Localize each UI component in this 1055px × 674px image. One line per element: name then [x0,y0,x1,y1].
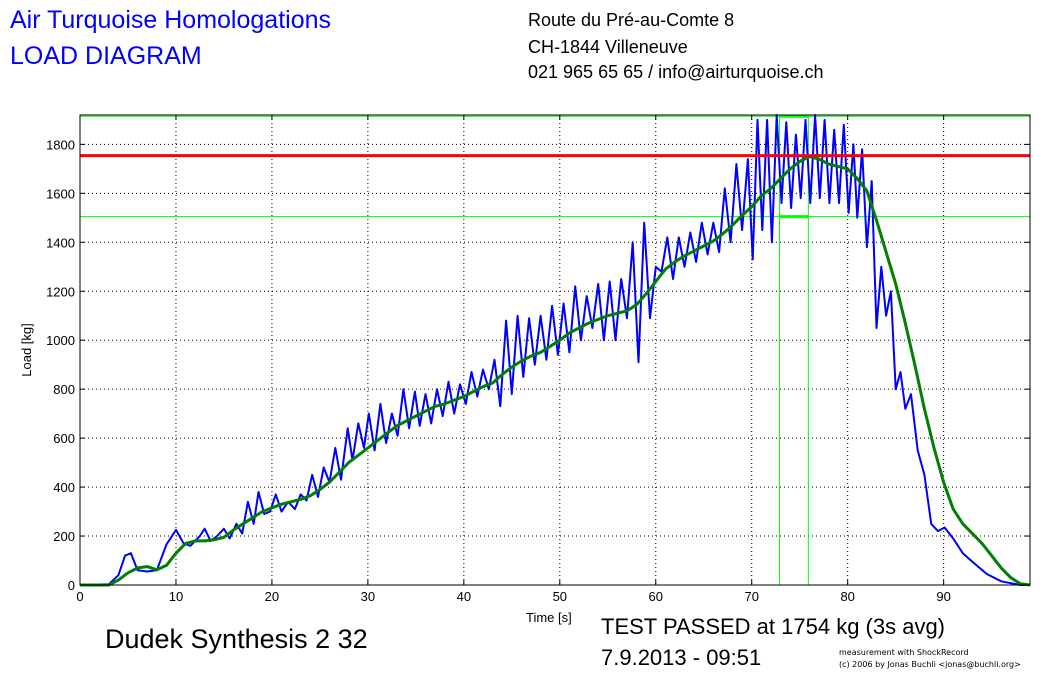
x-tick-label: 80 [840,589,854,604]
plot-frame [79,114,1031,586]
test-result: TEST PASSED at 1754 kg (3s avg) [601,614,946,639]
x-axis-label: Time [s] [526,610,572,625]
diagram-title: LOAD DIAGRAM [10,42,202,70]
sample-name: Dudek Synthesis 2 32 [105,624,368,654]
y-tick-label: 1600 [46,186,75,201]
x-tick-label: 60 [649,589,663,604]
y-tick-label: 1800 [46,137,75,152]
y-tick-label: 0 [68,578,75,593]
average-load-line [80,155,1031,587]
address-city: CH-1844 Villeneuve [528,37,688,57]
address-contact: 021 965 65 65 / info@airturquoise.ch [528,62,824,82]
y-tick-label: 800 [53,382,75,397]
y-tick-label: 1000 [46,333,75,348]
x-tick-label: 0 [76,589,83,604]
y-axis-label: Load [kg] [19,323,34,377]
address-street: Route du Pré-au-Comte 8 [528,10,735,30]
x-tick-label: 50 [553,589,567,604]
test-datetime: 7.9.2013 - 09:51 [601,645,762,670]
report-title: Air Turquoise Homologations [10,6,331,34]
x-tick-label: 70 [744,589,758,604]
plot-area [80,115,1030,585]
credit-copyright: (c) 2006 by Jonas Buchli <jonas@buchli.o… [839,660,1021,669]
axis-ticks: 0 10 20 30 40 50 60 70 80 90 0 200 400 600 800 1000 1200… [46,115,1030,604]
x-tick-label: 20 [265,589,279,604]
x-tick-label: 30 [361,589,375,604]
y-tick-label: 1400 [46,235,75,250]
x-tick-label: 10 [169,589,183,604]
x-tick-label: 90 [936,589,950,604]
credit-measurement: measurement with ShockRecord [839,648,969,657]
y-tick-label: 200 [53,529,75,544]
series-group [79,114,1031,587]
y-tick-label: 400 [53,480,75,495]
y-tick-label: 600 [53,431,75,446]
y-tick-label: 1200 [46,284,75,299]
x-tick-label: 40 [457,589,471,604]
measurement-window [80,114,1030,585]
